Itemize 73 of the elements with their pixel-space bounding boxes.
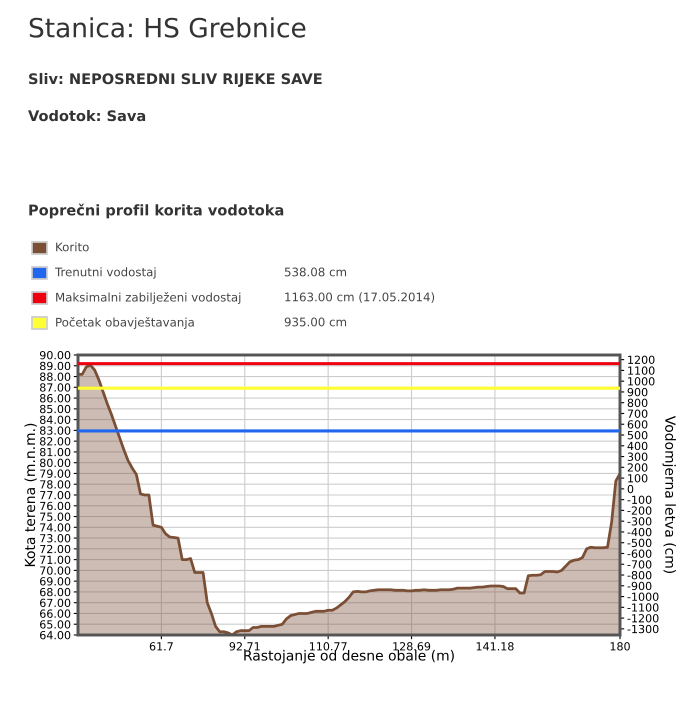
y2-tick-label: 1000: [628, 377, 654, 386]
y2-axis-title: Vodomjerna letva (cm): [662, 416, 676, 573]
y2-tick-label: -700: [627, 560, 652, 569]
y-tick-label: 87.00: [40, 383, 70, 392]
chart-subtitle: Sliv: NEPOSREDNI SLIV RIJEKE SAVE: [29, 72, 322, 87]
legend-label: Korito: [56, 242, 89, 252]
y-axis-title: Kota terena (m.n.m.): [24, 424, 37, 566]
y2-tick-label: -400: [627, 528, 652, 536]
y2-tick-label: -800: [627, 570, 652, 580]
y-tick-label: 90.00: [40, 350, 70, 360]
y-tick-label: 64.00: [40, 630, 70, 640]
y2-tick-label: 1200: [628, 356, 654, 364]
y-tick-label: 85.00: [40, 404, 70, 414]
y-tick-label: 70.00: [40, 566, 70, 575]
y-tick-label: 88.00: [40, 372, 70, 381]
y2-tick-label: 0: [628, 484, 634, 494]
legend-label: Početak obavještavanja: [56, 317, 194, 329]
y-tick-label: 79.00: [40, 469, 70, 478]
y2-tick-label: -900: [627, 582, 652, 590]
y-tick-label: 66.00: [40, 609, 70, 618]
y2-tick-label: 900: [628, 388, 648, 396]
y2-tick-label: 600: [628, 420, 648, 429]
x-axis-title: Rastojanje od desne obale (m): [244, 650, 454, 664]
y2-tick-label: -1300: [627, 624, 658, 634]
text: 538.08 cm: [284, 267, 346, 276]
y-tick-label: 86.00: [40, 394, 70, 402]
x-tick-label: 61.7: [150, 642, 173, 651]
y-tick-label: 71.00: [40, 556, 70, 564]
y-tick-label: 81.00: [40, 448, 70, 456]
y-tick-label: 78.00: [40, 480, 70, 489]
y2-tick-label: 100: [628, 474, 648, 482]
x-tick-label: 180: [610, 642, 630, 651]
y2-tick-label: -1000: [627, 592, 658, 601]
legend-label: Trenutni vodostaj: [54, 267, 156, 279]
y-tick-label: 74.00: [40, 523, 70, 532]
y2-tick-label: 200: [628, 463, 648, 472]
y-tick-label: 68.00: [40, 588, 70, 596]
y2-tick-label: 800: [628, 398, 648, 408]
text: 935.00 cm: [284, 317, 346, 326]
chart-title: Stanica: HS Grebnice: [30, 17, 306, 38]
y-tick-label: 73.00: [40, 534, 70, 542]
y-tick-label: 76.00: [40, 502, 70, 510]
y-tick-label: 67.00: [40, 598, 70, 608]
y-tick-label: 80.00: [40, 458, 70, 468]
y2-tick-label: -300: [627, 517, 652, 526]
y-tick-label: 65.00: [40, 620, 70, 629]
y2-tick-label: -100: [627, 496, 652, 504]
y2-tick-label: -500: [627, 538, 652, 548]
y-tick-label: 77.00: [40, 490, 70, 500]
y2-tick-label: -1200: [627, 614, 658, 622]
y-tick-label: 75.00: [40, 512, 70, 521]
x-tick-label: 128.69: [393, 642, 430, 651]
text: 1163.00 cm (17.05.2014): [285, 292, 434, 303]
y2-tick-label: 1100: [628, 366, 654, 375]
legend-label: Maksimalni zabilježeni vodostaj: [56, 292, 240, 304]
y-tick-label: 83.00: [40, 426, 70, 435]
y2-tick-label: 400: [627, 442, 648, 450]
y-tick-label: 69.00: [40, 577, 70, 586]
y2-tick-label: 700: [628, 409, 648, 418]
y2-tick-label: 300: [628, 452, 648, 461]
y-tick-label: 82.00: [40, 437, 70, 446]
text: Vodotok: Sava: [28, 110, 146, 122]
y2-tick-label: -600: [627, 549, 652, 558]
text: Poprečni profil korita vodotoka: [29, 204, 284, 218]
y2-tick-label: -200: [627, 506, 652, 515]
y2-tick-label: 500: [628, 430, 648, 440]
y-tick-label: 89.00: [40, 362, 70, 370]
y-tick-label: 84.00: [40, 416, 70, 424]
x-tick-label: 141.18: [476, 642, 514, 651]
x-tick-label: 110.77: [310, 642, 347, 651]
x-tick-label: 92.71: [230, 642, 260, 651]
y2-tick-label: -1100: [627, 603, 658, 612]
y-tick-label: 72.00: [40, 544, 70, 554]
